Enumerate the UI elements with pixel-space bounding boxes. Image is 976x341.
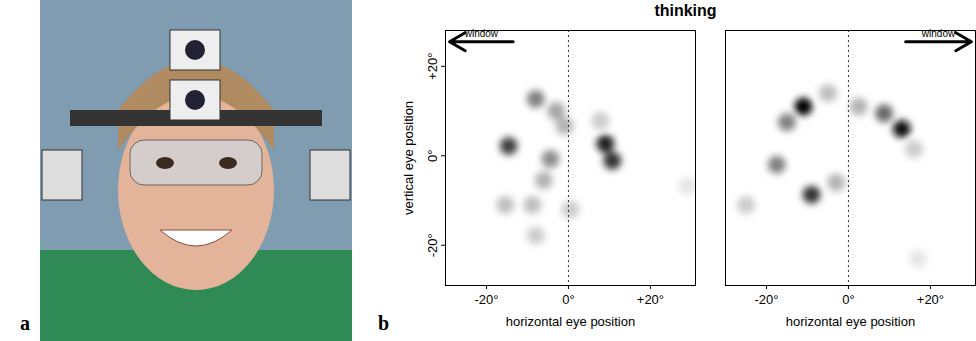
svg-text:+20°: +20° [637, 292, 664, 307]
svg-text:-20°: -20° [754, 292, 778, 307]
svg-text:window: window [464, 28, 499, 39]
html-text:a: a [20, 312, 30, 334]
svg-text:vertical eye position: vertical eye position [401, 101, 416, 215]
svg-text:0°: 0° [842, 292, 854, 307]
svg-text:0°: 0° [425, 150, 440, 162]
svg-text:horizontal eye position: horizontal eye position [506, 314, 635, 329]
svg-text:+20°: +20° [917, 292, 944, 307]
svg-text:-20°: -20° [425, 233, 440, 257]
html-text:b: b [378, 312, 390, 334]
svg-text:horizontal eye position: horizontal eye position [786, 314, 915, 329]
svg-text:+20°: +20° [425, 53, 440, 80]
svg-text:-20°: -20° [474, 292, 498, 307]
svg-text:window: window [921, 28, 956, 39]
svg-text:0°: 0° [562, 292, 574, 307]
html-text:thinking: thinking [654, 2, 717, 19]
